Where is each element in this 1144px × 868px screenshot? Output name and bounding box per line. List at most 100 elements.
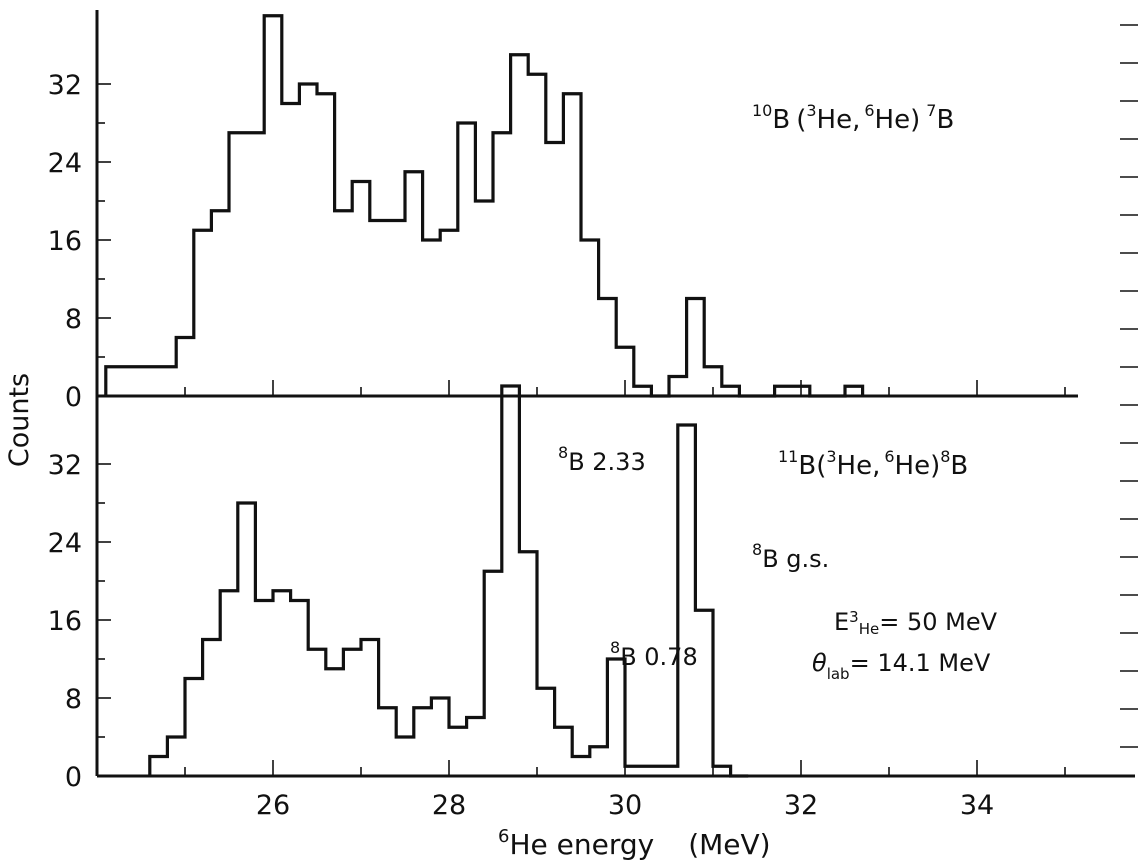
histogram-bin xyxy=(704,367,722,396)
histogram-bin xyxy=(563,94,581,396)
peak-label-2-33: 8B 2.33 xyxy=(558,443,646,476)
histogram-bin xyxy=(467,718,485,777)
histogram-bin xyxy=(167,737,185,776)
histogram-bin xyxy=(379,708,397,776)
peak-label-gs: 8B g.s. xyxy=(752,540,829,573)
right-edge-ticks xyxy=(1120,24,1138,748)
y-tick-label: 32 xyxy=(48,70,82,101)
histogram-bin xyxy=(687,299,705,397)
histogram-bin xyxy=(423,240,441,396)
bottom-histogram-line xyxy=(148,384,749,778)
histogram-bin xyxy=(660,766,678,776)
histogram-bin xyxy=(396,737,414,776)
histogram-bin xyxy=(581,240,599,396)
histogram-bin xyxy=(255,601,273,777)
y-tick-label: 8 xyxy=(65,304,82,335)
histogram-bin xyxy=(607,659,625,776)
histogram-bin xyxy=(326,669,344,776)
x-tick-label: 34 xyxy=(960,790,994,821)
histogram-bin xyxy=(185,679,203,777)
histogram-bin xyxy=(599,299,617,397)
histogram-bin xyxy=(211,211,229,396)
histogram-bin xyxy=(431,698,449,776)
histogram-bin xyxy=(722,386,740,396)
histogram-bin xyxy=(669,377,687,397)
histogram-bin xyxy=(291,601,309,777)
y-tick-label: 0 xyxy=(65,762,82,793)
histogram-bin xyxy=(343,649,361,776)
histogram-bin xyxy=(484,571,502,776)
histogram-bin xyxy=(282,104,300,397)
histogram-bin xyxy=(361,640,379,777)
histogram-bin xyxy=(792,386,810,396)
histogram-bin xyxy=(203,640,221,777)
histogram-bin xyxy=(519,552,537,776)
x-tick-label: 28 xyxy=(432,790,466,821)
angle-label: θlab= 14.1 MeV xyxy=(812,649,991,683)
histogram-bin xyxy=(713,766,731,776)
histogram-bin xyxy=(695,610,713,776)
histogram-bin xyxy=(572,757,590,777)
beam-energy-label: E3He= 50 MeV xyxy=(834,608,998,638)
y-tick-label: 8 xyxy=(65,684,82,715)
x-tick-label: 26 xyxy=(256,790,290,821)
histogram-bin xyxy=(247,133,265,396)
histogram-bin xyxy=(502,386,520,776)
histogram-bin xyxy=(335,211,353,396)
y-axis-ticks: 0 8 16 24 32 0 8 16 24 32 xyxy=(48,70,111,793)
histogram-bin xyxy=(238,503,256,776)
histogram-bin xyxy=(537,688,555,776)
peak-label-0-78: 8B 0.78 xyxy=(610,638,698,671)
histogram-bin xyxy=(370,221,388,397)
y-tick-label: 24 xyxy=(48,528,82,559)
histogram-bin xyxy=(546,143,564,397)
histogram-bin xyxy=(590,747,608,776)
x-axis-label-unit: (MeV) xyxy=(688,828,770,861)
histogram-bin xyxy=(528,74,546,396)
histogram-bin xyxy=(159,367,177,396)
histogram-bin xyxy=(511,55,529,396)
bottom-reaction-label: 11B(3He, 6He)8B xyxy=(778,447,968,481)
histogram-bin xyxy=(220,591,238,776)
histogram-bin xyxy=(493,133,511,396)
histogram-bin xyxy=(458,123,476,396)
x-tick-label: 30 xyxy=(608,790,642,821)
histogram-bin xyxy=(414,708,432,776)
x-axis-label: 6He energy (MeV) xyxy=(498,826,771,861)
top-reaction-label: 10B (3He, 6He) 7B xyxy=(752,101,954,135)
histogram-bin xyxy=(123,367,141,396)
histogram-bin xyxy=(405,172,423,396)
y-tick-label: 16 xyxy=(48,606,82,637)
histogram-bin xyxy=(308,649,326,776)
histogram-bin xyxy=(141,367,159,396)
histogram-bin xyxy=(264,16,282,396)
histogram-bin xyxy=(106,367,124,396)
histogram-bin xyxy=(449,727,467,776)
histogram-bin xyxy=(775,386,793,396)
y-tick-label: 0 xyxy=(65,382,82,413)
histogram-bin xyxy=(440,230,458,396)
histogram-bin xyxy=(845,386,863,396)
axes-frames xyxy=(95,10,1135,778)
histogram-bin xyxy=(555,727,573,776)
histogram-bin xyxy=(616,347,634,396)
histogram-bin xyxy=(317,94,335,396)
histogram-bin xyxy=(643,766,661,776)
histogram-bin xyxy=(176,338,194,397)
histogram-bin xyxy=(229,133,247,396)
histogram-bin xyxy=(352,182,370,397)
histogram-bin xyxy=(150,757,168,777)
histogram-bin xyxy=(625,766,643,776)
histogram-bin xyxy=(387,221,405,397)
x-tick-label: 32 xyxy=(784,790,818,821)
histogram-bin xyxy=(299,84,317,396)
histogram-bin xyxy=(678,425,696,776)
histogram-bin xyxy=(194,230,212,396)
y-axis-label: Counts xyxy=(4,373,35,467)
histogram-bin xyxy=(634,386,652,396)
x-axis-label-sup: 6 xyxy=(498,826,509,847)
x-axis-label-main: He energy xyxy=(509,828,654,861)
y-tick-label: 24 xyxy=(48,148,82,179)
y-tick-label: 16 xyxy=(48,226,82,257)
